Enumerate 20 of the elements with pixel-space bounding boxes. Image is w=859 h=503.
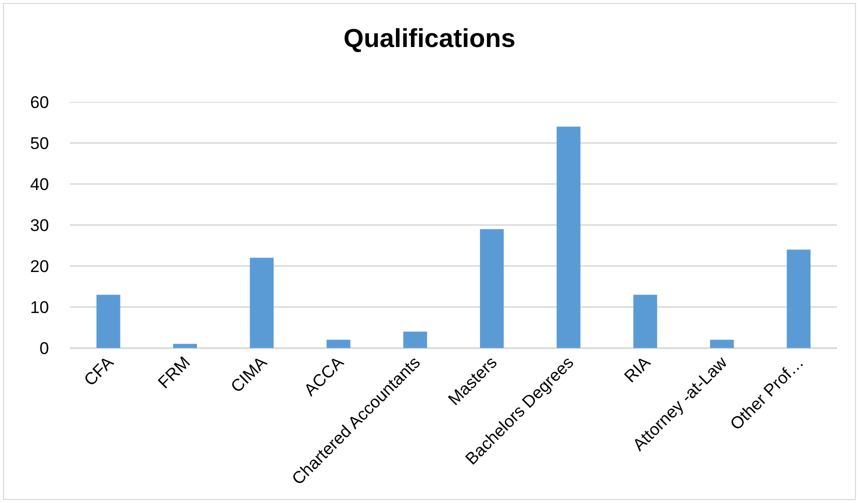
chart-title: Qualifications [344, 22, 516, 53]
bar [480, 229, 504, 348]
bar [326, 340, 350, 348]
x-tick-label: CFA [80, 352, 118, 390]
y-tick-label: 60 [30, 92, 49, 112]
y-tick-label: 50 [30, 134, 49, 153]
bar [556, 126, 580, 348]
bar [786, 250, 811, 348]
y-tick-label: 40 [30, 174, 49, 194]
y-tick-label: 10 [30, 298, 49, 317]
y-tick-label: 0 [40, 338, 49, 358]
bar [403, 332, 428, 348]
x-tick-label: RIA [620, 352, 655, 386]
bar [96, 294, 120, 348]
y-tick-label: 30 [30, 216, 49, 235]
y-tick-label: 20 [30, 256, 49, 276]
bar [710, 340, 734, 348]
bar [633, 294, 658, 348]
bar [173, 344, 197, 348]
bar [250, 258, 274, 348]
